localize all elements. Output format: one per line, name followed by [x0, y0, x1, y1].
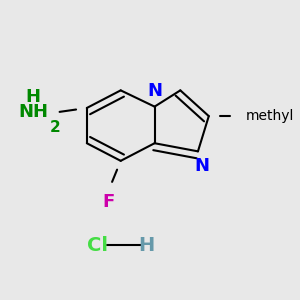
- Text: N: N: [194, 157, 209, 175]
- Text: H: H: [138, 236, 154, 255]
- Text: methyl: methyl: [245, 109, 294, 123]
- Text: 2: 2: [50, 120, 61, 135]
- Text: NH: NH: [19, 103, 49, 121]
- Text: H: H: [25, 88, 40, 106]
- Text: F: F: [102, 194, 115, 211]
- Text: N: N: [147, 82, 162, 100]
- Text: Cl: Cl: [87, 236, 108, 255]
